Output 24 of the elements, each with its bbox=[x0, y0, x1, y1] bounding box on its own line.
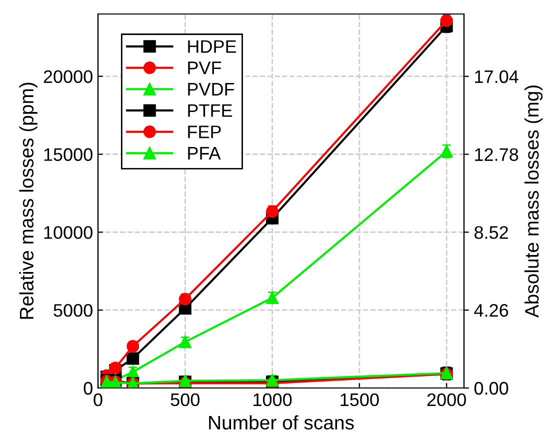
y2-tick-label: 17.04 bbox=[475, 70, 518, 84]
x-tick-label: 2000 bbox=[427, 393, 466, 406]
x-tick-label: 1000 bbox=[254, 393, 292, 406]
x-tick-label: 0 bbox=[94, 393, 102, 406]
y-tick-label: 20000 bbox=[44, 70, 92, 84]
legend-label: FEP bbox=[188, 126, 221, 138]
x-axis-title: Number of scans bbox=[209, 415, 354, 430]
y2-tick-label: 0.00 bbox=[474, 382, 508, 395]
y2-tick-label: 8.52 bbox=[474, 226, 508, 239]
y-tick-label: 5000 bbox=[54, 304, 92, 317]
legend-label: PVDF bbox=[188, 83, 234, 96]
legend-label: PVF bbox=[188, 62, 222, 74]
legend-label: HDPE bbox=[188, 40, 236, 53]
x-tick-label: 500 bbox=[170, 393, 200, 406]
y2-tick-label: 12.78 bbox=[475, 148, 518, 161]
x-tick-label: 1500 bbox=[340, 393, 379, 406]
y2-tick-label: 4.26 bbox=[474, 304, 508, 317]
legend-label: PTFE bbox=[188, 104, 232, 117]
y2-axis-title: Absolute mass losses (mg) bbox=[524, 85, 543, 318]
y-tick-label: 0 bbox=[84, 382, 92, 395]
legend-label: PFA bbox=[188, 147, 221, 160]
y-axis-title: Relative mass losses (ppm) bbox=[19, 82, 38, 319]
y-tick-label: 15000 bbox=[44, 148, 92, 161]
y-tick-label: 10000 bbox=[44, 226, 92, 239]
